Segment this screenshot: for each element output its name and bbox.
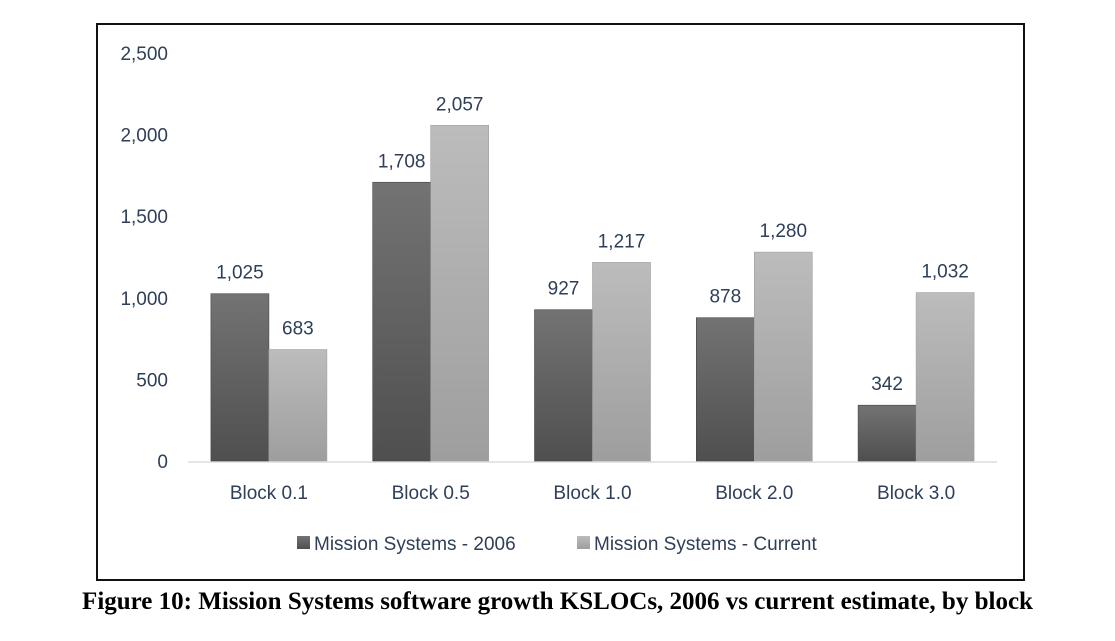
y-tick-label: 2,500 [120,44,168,65]
y-tick-label: 500 [136,370,168,391]
legend-label: Mission Systems - 2006 [314,534,516,555]
bar-2006 [695,317,755,462]
bar-current [915,292,975,462]
data-labels: 1,025 683 1,708 2,057 927 1,217 878 1,280 342 1,0… [216,94,969,395]
legend-label: Mission Systems - Current [594,534,817,555]
y-tick-label: 1,000 [120,289,168,310]
data-label: 342 [871,374,903,395]
y-tick-label: 0 [157,452,168,473]
x-tick-label: Block 0.1 [230,483,308,504]
figure-caption: Figure 10: Mission Systems software grow… [82,588,1033,615]
legend-swatch [297,536,310,549]
bar-current [430,124,490,462]
x-tick-label: Block 1.0 [553,483,631,504]
data-label: 1,032 [921,262,969,283]
bar-2006 [534,309,593,462]
y-tick-label: 1,500 [120,207,168,228]
data-label: 2,057 [436,94,484,115]
data-label: 1,217 [598,231,646,252]
bar-current [268,349,328,462]
y-tick-label: 2,000 [120,126,168,147]
data-label: 927 [548,279,580,300]
x-tick-label: Block 3.0 [877,483,955,504]
legend: Mission Systems - 2006 Mission Systems - … [297,534,817,555]
bar-2006 [210,293,270,462]
x-axis: Block 0.1 Block 0.5 Block 1.0 Block 2.0 Bloc… [230,483,955,504]
data-label: 683 [282,319,314,340]
bar-current [592,262,651,462]
bar-2006 [857,404,917,462]
x-tick-label: Block 0.5 [392,483,470,504]
x-tick-label: Block 2.0 [715,483,793,504]
data-label: 1,280 [760,221,808,242]
legend-swatch [577,536,590,549]
y-axis: 0 500 1,000 1,500 2,000 2,500 [120,44,168,473]
bar-current [753,251,813,462]
data-label: 878 [709,287,741,308]
data-label: 1,708 [378,151,426,172]
data-label: 1,025 [216,263,264,284]
bars [210,124,975,462]
bar-2006 [372,181,432,462]
